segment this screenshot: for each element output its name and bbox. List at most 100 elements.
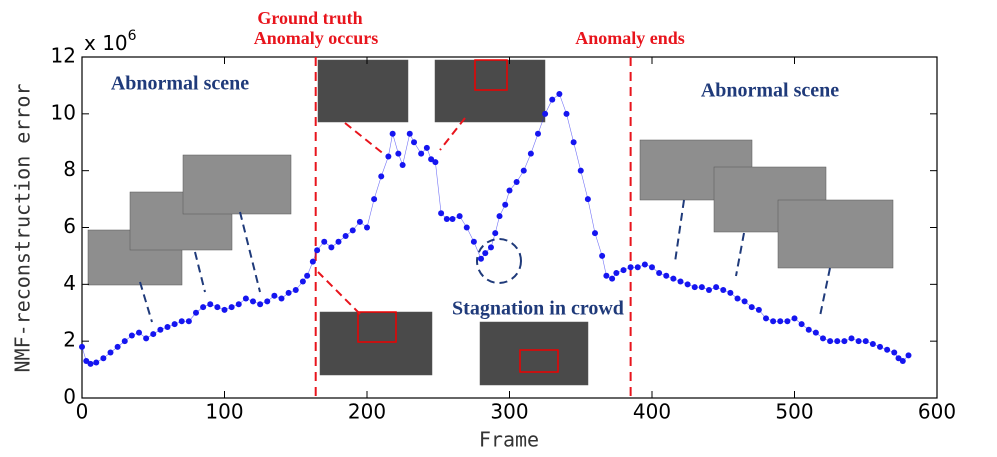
point [279, 296, 285, 302]
thumbnail [480, 322, 588, 385]
point [488, 244, 494, 250]
x-axis-title: Frame [479, 428, 539, 452]
point [136, 330, 142, 336]
point [727, 290, 733, 296]
point [507, 188, 513, 194]
point [336, 239, 342, 245]
point [157, 327, 163, 333]
point [424, 145, 430, 151]
x-tick-label: 400 [633, 400, 671, 424]
point [849, 335, 855, 341]
x-tick-label: 300 [490, 400, 528, 424]
point [418, 151, 424, 157]
arrow [736, 233, 744, 276]
annotation: Anomaly ends [575, 28, 685, 48]
point [564, 111, 570, 117]
point [799, 321, 805, 327]
point [364, 225, 370, 231]
point [93, 359, 99, 365]
thumbnail [778, 200, 893, 268]
point [236, 301, 242, 307]
point [250, 298, 256, 304]
point [314, 247, 320, 253]
point [321, 239, 327, 245]
point [293, 287, 299, 293]
point [884, 347, 890, 353]
point [357, 219, 363, 225]
point [777, 318, 783, 324]
point [649, 264, 655, 270]
point [856, 338, 862, 344]
chart: Frame NMF-reconstruction error x 106 010… [0, 0, 997, 457]
point [438, 210, 444, 216]
point [635, 264, 641, 270]
point [310, 259, 316, 265]
point [229, 304, 235, 310]
point [172, 321, 178, 327]
point [343, 233, 349, 239]
point [243, 296, 249, 302]
annotation: Abnormal scene [701, 80, 839, 102]
point [685, 281, 691, 287]
y-tick-label: 10 [51, 100, 76, 124]
point [613, 270, 619, 276]
point [514, 179, 520, 185]
thumbnails [88, 60, 893, 385]
point [122, 338, 128, 344]
point [735, 296, 741, 302]
thumbnail [183, 155, 291, 214]
point [706, 287, 712, 293]
y-axis-title: NMF-reconstruction error [11, 84, 35, 373]
annotation: Stagnation in crowd [452, 298, 624, 320]
point [328, 244, 334, 250]
point [450, 216, 456, 222]
y-tick-label: 0 [63, 385, 76, 409]
point [257, 301, 263, 307]
x-tick-label: 600 [918, 400, 956, 424]
arrow [195, 252, 205, 292]
x-tick-label: 0 [76, 400, 89, 424]
point [877, 344, 883, 350]
point [150, 331, 156, 337]
point [756, 307, 762, 313]
point [521, 168, 527, 174]
point [549, 97, 555, 103]
point [720, 287, 726, 293]
x-tick-label: 200 [348, 400, 386, 424]
point [692, 284, 698, 290]
point [806, 327, 812, 333]
point [763, 315, 769, 321]
annotation: Anomaly occurs [254, 28, 379, 48]
point [621, 267, 627, 273]
point [482, 250, 488, 256]
annotation: Abnormal scene [111, 73, 249, 95]
point [670, 276, 676, 282]
point [535, 131, 541, 137]
point [713, 284, 719, 290]
point [699, 284, 705, 290]
point [492, 230, 498, 236]
point [571, 139, 577, 145]
arrow [675, 200, 684, 262]
point [628, 264, 634, 270]
point [891, 350, 897, 356]
point [129, 332, 135, 338]
point [863, 338, 869, 344]
point [186, 318, 192, 324]
point [792, 315, 798, 321]
point [813, 330, 819, 336]
thumbnail [435, 60, 545, 122]
point [271, 293, 277, 299]
point [770, 318, 776, 324]
point [411, 139, 417, 145]
x-tick-label: 500 [775, 400, 813, 424]
point [300, 278, 306, 284]
thumbnail [318, 60, 408, 122]
point [444, 216, 450, 222]
highlight-circle [477, 239, 521, 283]
point [214, 304, 220, 310]
point [79, 344, 85, 350]
point [870, 341, 876, 347]
point [663, 273, 669, 279]
point [497, 213, 503, 219]
